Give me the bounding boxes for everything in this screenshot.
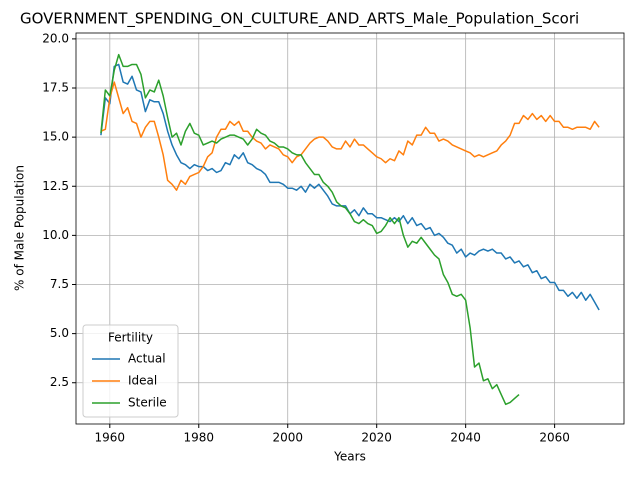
y-tick-label: 12.5 bbox=[42, 179, 69, 193]
series-line bbox=[100, 81, 600, 191]
axes-frame bbox=[75, 32, 625, 425]
y-tick-label: 17.5 bbox=[42, 81, 69, 95]
legend-label: Ideal bbox=[128, 374, 157, 388]
x-tick-label: 1980 bbox=[183, 431, 214, 445]
x-tick-label: 2040 bbox=[450, 431, 481, 445]
x-axis-label: Years bbox=[333, 450, 366, 464]
series-line bbox=[100, 53, 520, 406]
x-tick-label: 2060 bbox=[539, 431, 570, 445]
legend-label: Sterile bbox=[128, 396, 167, 410]
chart-title: GOVERNMENT_SPENDING_ON_CULTURE_AND_ARTS_… bbox=[20, 10, 579, 29]
y-tick-label: 10.0 bbox=[42, 228, 69, 242]
y-tick-label: 15.0 bbox=[42, 130, 69, 144]
legend: Fertility Actual Ideal Sterile bbox=[82, 324, 179, 418]
legend-box bbox=[82, 324, 179, 418]
y-tick-label: 7.5 bbox=[50, 277, 69, 291]
y-tick-label: 20.0 bbox=[42, 31, 69, 45]
x-tick-label: 2000 bbox=[272, 431, 303, 445]
y-axis-label: % of Male Population bbox=[13, 165, 27, 291]
legend-title: Fertility bbox=[108, 331, 153, 345]
y-tick-label: 2.5 bbox=[50, 375, 69, 389]
legend-label: Actual bbox=[128, 352, 166, 366]
x-tick-label: 1960 bbox=[95, 431, 126, 445]
y-tick-label: 5.0 bbox=[50, 326, 69, 340]
series-line bbox=[100, 63, 600, 311]
x-tick-label: 2020 bbox=[361, 431, 392, 445]
